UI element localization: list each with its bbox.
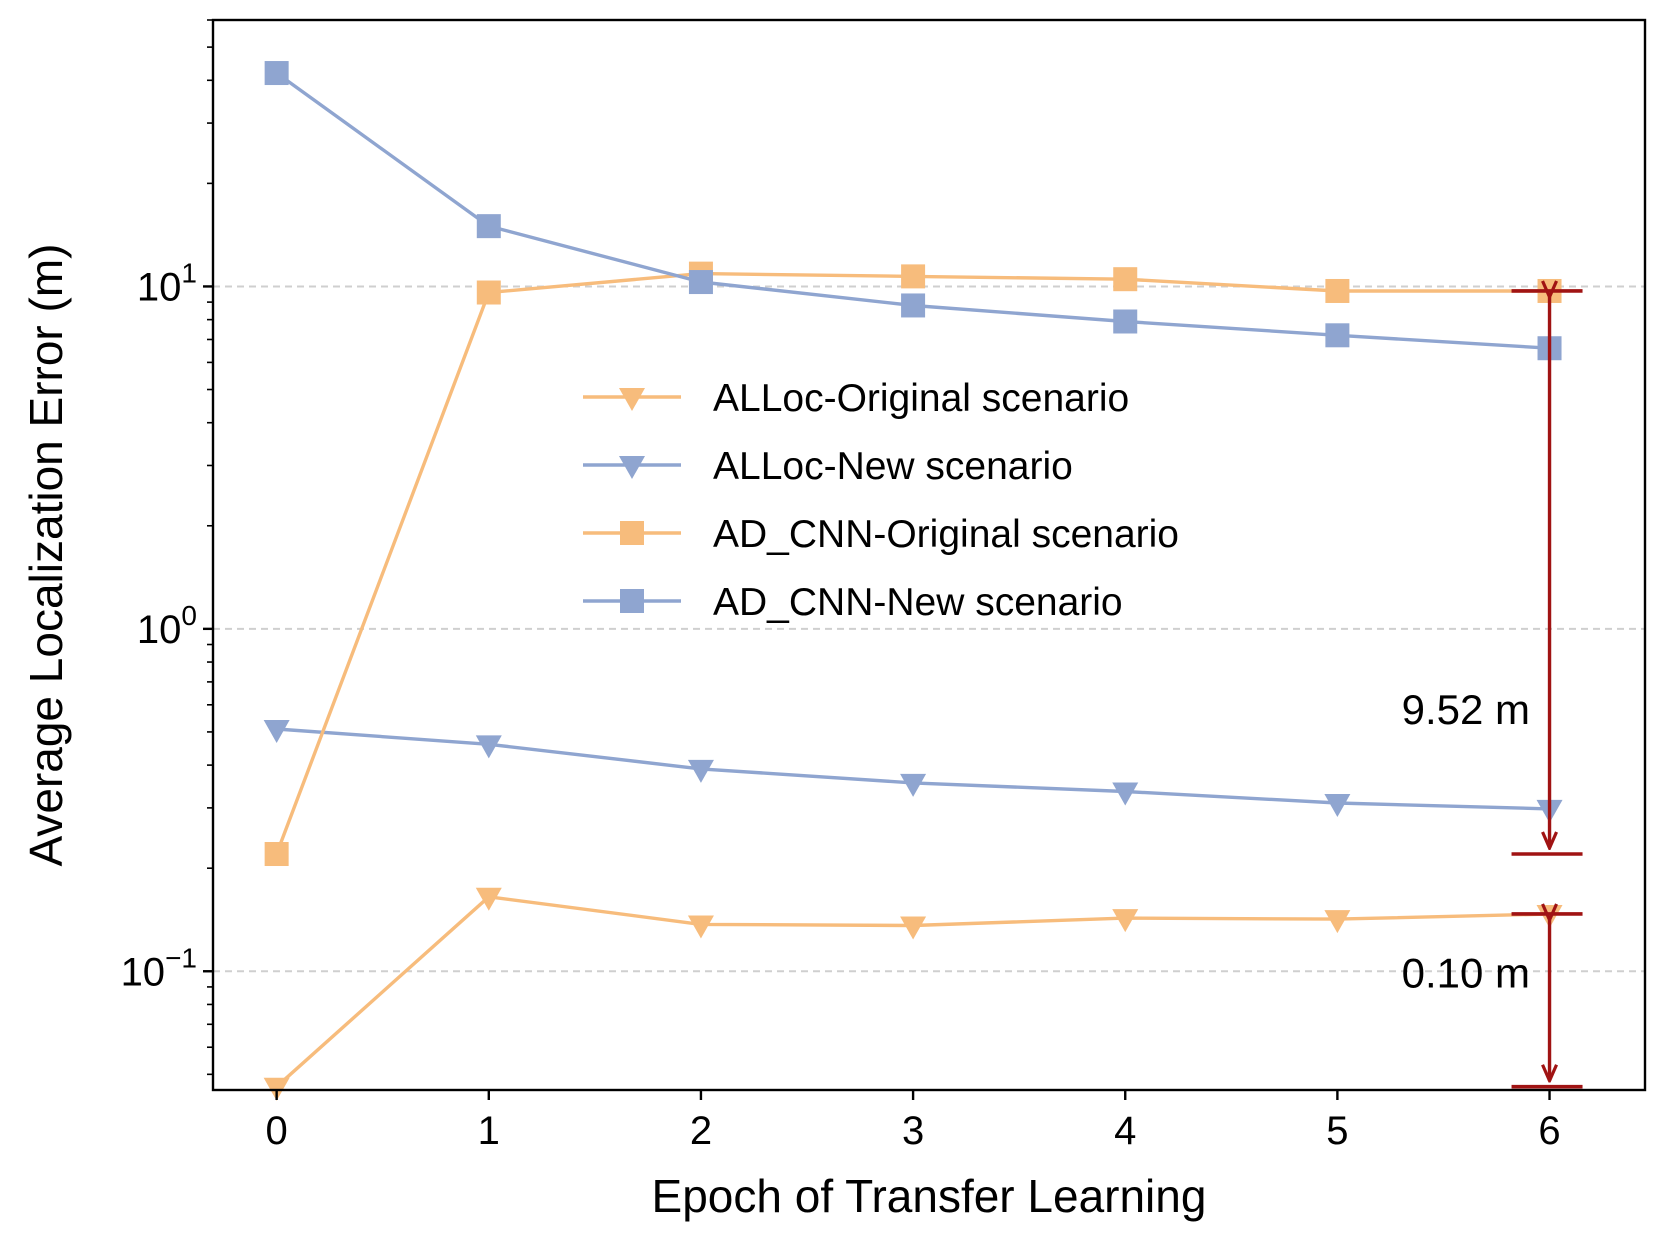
data-point	[1325, 278, 1350, 303]
legend-item-3: AD_CNN-New scenario	[583, 581, 1123, 624]
x-tick-label: 3	[902, 1109, 924, 1153]
x-tick-label: 0	[266, 1109, 288, 1153]
legend-marker	[619, 456, 645, 479]
data-point	[1324, 794, 1351, 818]
legend-item-1: ALLoc-New scenario	[583, 445, 1073, 488]
series-1	[263, 719, 1563, 823]
annotation-label: 0.10 m	[1402, 949, 1530, 996]
legend: ALLoc-Original scenario ALLoc-New scenari…	[583, 377, 1179, 624]
data-point	[901, 264, 926, 289]
data-point	[1113, 309, 1138, 334]
legend-marker	[620, 589, 644, 613]
legend-label: ALLoc-Original scenario	[713, 377, 1129, 420]
data-point	[687, 759, 714, 783]
data-point	[1325, 323, 1350, 348]
data-point	[900, 916, 927, 940]
data-point	[476, 214, 501, 239]
legend-item-0: ALLoc-Original scenario	[583, 377, 1129, 420]
series-3	[264, 61, 1562, 361]
legend-label: AD_CNN-Original scenario	[713, 513, 1179, 556]
data-point	[475, 887, 502, 911]
data-point	[263, 719, 290, 743]
y-tick-label: 10−1	[121, 942, 197, 994]
data-point	[1113, 267, 1138, 292]
x-tick-label: 5	[1326, 1109, 1348, 1153]
series-0	[263, 887, 1563, 1101]
x-tick-label: 2	[690, 1109, 712, 1153]
plot-frame	[211, 18, 1647, 1092]
legend-item-2: AD_CNN-Original scenario	[583, 513, 1179, 556]
data-point	[687, 915, 714, 939]
y-tick-label: 100	[137, 600, 197, 652]
data-point	[901, 293, 926, 318]
annotation-label: 9.52 m	[1402, 686, 1530, 733]
x-tick-label: 1	[478, 1109, 500, 1153]
legend-label: ALLoc-New scenario	[713, 445, 1073, 488]
x-tick-label: 6	[1538, 1109, 1560, 1153]
legend-label: AD_CNN-New scenario	[713, 581, 1123, 624]
annotation-0: 9.52 m	[1402, 291, 1583, 856]
data-point	[1112, 782, 1139, 806]
data-point	[475, 735, 502, 759]
series-layer	[263, 61, 1563, 1101]
series-line	[275, 271, 1550, 855]
y-axis-label: Average Localization Error (m)	[20, 244, 72, 867]
data-point	[900, 773, 927, 797]
annotation-1: 0.10 m	[1402, 914, 1583, 1089]
x-tick-label: 4	[1114, 1109, 1136, 1153]
gridlines	[213, 285, 1645, 973]
series-line	[276, 727, 1550, 811]
annotations: 9.52 m 0.10 m	[1402, 291, 1583, 1089]
data-point	[476, 280, 501, 305]
data-point	[1112, 909, 1139, 933]
x-axis-label: Epoch of Transfer Learning	[652, 1170, 1207, 1222]
data-point	[688, 270, 713, 295]
legend-marker	[619, 388, 645, 411]
legend-marker	[620, 521, 644, 545]
y-tick-label: 101	[137, 257, 197, 309]
data-point	[264, 61, 289, 86]
data-point	[264, 842, 289, 867]
data-point	[1324, 910, 1351, 934]
